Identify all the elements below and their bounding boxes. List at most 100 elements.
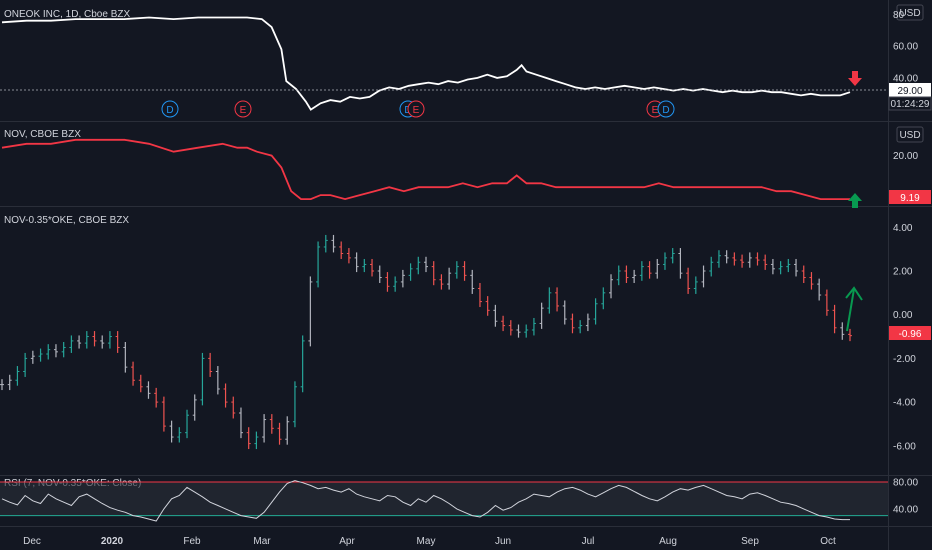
spread-bar — [794, 258, 799, 277]
spread-bar — [246, 427, 251, 450]
green-trend-arrow-icon[interactable] — [845, 286, 863, 332]
spread-y-tick-label: -2.00 — [893, 354, 916, 365]
green-up-arrow-icon[interactable] — [848, 193, 862, 208]
spread-bar — [639, 261, 644, 281]
svg-text:29.00: 29.00 — [897, 86, 922, 97]
spread-bar — [454, 261, 459, 279]
oke-y-tick-label: 40.00 — [893, 73, 918, 84]
spread-bar — [516, 324, 521, 338]
spread-bar — [470, 269, 475, 294]
spread-bar — [192, 394, 197, 421]
spread-bar — [755, 252, 760, 266]
oke-y-tick-label: 60.00 — [893, 42, 918, 53]
x-axis-label: Sep — [741, 536, 759, 547]
spread-bar — [763, 254, 768, 270]
spread-bar — [585, 313, 590, 332]
spread-bar — [277, 422, 282, 445]
spread-bar — [840, 322, 845, 340]
x-axis-label: 2020 — [101, 536, 124, 547]
spread-bar — [7, 374, 12, 391]
spread-bar — [84, 331, 89, 349]
spread-bar — [747, 252, 752, 268]
spread-bar — [686, 267, 691, 294]
spread-bar — [531, 317, 536, 336]
red-down-arrow-icon[interactable] — [848, 71, 862, 86]
spread-y-tick-label: 2.00 — [893, 266, 913, 277]
earnings-marker[interactable]: E — [407, 100, 425, 118]
spread-bar — [185, 409, 190, 439]
spread-series — [0, 234, 852, 450]
rsi-y-tick-label: 80.00 — [893, 478, 918, 489]
spread-bar — [208, 352, 213, 377]
oke-currency-badge[interactable]: USD — [896, 4, 924, 21]
spread-bar — [555, 287, 560, 312]
spread-bar — [832, 304, 837, 334]
spread-bar — [377, 265, 382, 284]
spread-bar — [678, 248, 683, 279]
spread-bar — [786, 258, 791, 273]
spread-bar — [362, 258, 367, 273]
spread-bar — [346, 248, 351, 264]
oke-y-tick-label: 80 — [893, 10, 905, 21]
spread-bar — [115, 331, 120, 353]
spread-bar — [69, 335, 74, 353]
spread-bar — [46, 344, 51, 360]
oke-line — [1, 16, 851, 111]
nov-pane-title: NOV, CBOE BZX — [4, 129, 81, 140]
spread-bar — [701, 265, 706, 288]
spread-bar — [524, 324, 529, 338]
dividend-marker[interactable]: D — [161, 100, 179, 118]
spread-bar — [400, 269, 405, 288]
spread-bar — [77, 335, 82, 349]
spread-bar — [138, 374, 143, 393]
spread-bar — [416, 256, 421, 275]
spread-bar — [562, 300, 567, 325]
spread-bar — [123, 342, 128, 373]
spread-bar — [15, 366, 20, 386]
spread-bar — [339, 241, 344, 259]
spread-bar — [709, 256, 714, 277]
spread-bar — [100, 335, 105, 349]
spread-bar — [817, 278, 822, 301]
nov-currency-badge[interactable]: USD — [896, 126, 924, 143]
earnings-marker[interactable]: E — [234, 100, 252, 118]
spread-bar — [30, 350, 35, 364]
spread-bar — [809, 272, 814, 290]
spread-bar — [316, 241, 321, 288]
x-axis-label: Mar — [253, 536, 271, 547]
x-axis-label: Aug — [659, 536, 677, 547]
oke-price-label: 29.00 — [889, 83, 931, 97]
spread-bar — [161, 396, 166, 432]
spread-bar — [593, 298, 598, 325]
spread-bar — [154, 387, 159, 408]
spread-bar — [238, 407, 243, 439]
spread-bar — [146, 381, 151, 399]
spread-bar — [724, 250, 729, 264]
x-axis-label: Oct — [820, 536, 836, 547]
x-axis: Dec 2020 Feb Mar Apr May Jun Jul Aug Sep Oct — [23, 536, 836, 547]
spread-bar — [331, 234, 336, 253]
spread-bar — [477, 283, 482, 308]
svg-text:E: E — [652, 105, 659, 116]
dividend-marker[interactable]: D — [657, 100, 675, 118]
spread-bar — [285, 416, 290, 445]
spread-bar — [262, 414, 267, 443]
spread-y-tick-label: 0.00 — [893, 310, 913, 321]
spread-bar — [824, 289, 829, 316]
spread-bar — [53, 344, 58, 358]
spread-bar — [131, 361, 136, 386]
svg-text:E: E — [413, 105, 420, 116]
spread-pane-title: NOV-0.35*OKE, CBOE BZX — [4, 215, 129, 226]
spread-bar — [547, 287, 552, 314]
svg-text:USD: USD — [899, 8, 920, 19]
nov-series — [1, 138, 850, 201]
spread-bar — [107, 331, 112, 349]
spread-bar — [354, 252, 359, 273]
spread-bar — [601, 287, 606, 310]
spread-bar — [539, 302, 544, 329]
x-axis-label: Feb — [183, 536, 201, 547]
spread-bar — [393, 276, 398, 292]
spread-bar — [848, 328, 852, 342]
oke-series — [1, 16, 851, 111]
